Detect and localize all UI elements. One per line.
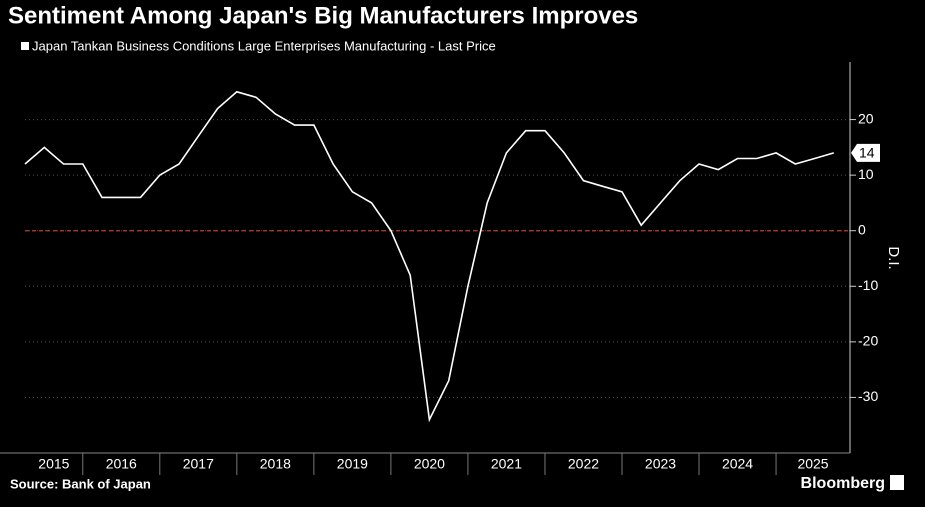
x-tick-label: 2019: [337, 456, 368, 472]
x-tick-label: 2015: [38, 456, 69, 472]
chart-title: Sentiment Among Japan's Big Manufacturer…: [8, 2, 638, 29]
x-tick-label: 2022: [568, 456, 599, 472]
x-tick-label: 2017: [183, 456, 214, 472]
brand-icon: [890, 475, 904, 490]
source: Source: Bank of Japan: [10, 476, 151, 491]
last-value-label: 14: [859, 145, 875, 161]
brand: Bloomberg: [801, 475, 885, 492]
y-tick-label: -20: [858, 333, 878, 349]
series-line: [24, 90, 835, 423]
y-tick-label: 20: [858, 110, 874, 126]
x-tick-label: 2018: [260, 456, 291, 472]
y-tick-label: -10: [858, 277, 878, 293]
x-tick-label: 2024: [722, 456, 753, 472]
x-tick-label: 2025: [797, 456, 828, 472]
y-tick-label: -30: [858, 388, 878, 404]
x-tick-label: 2016: [106, 456, 137, 472]
legend-swatch: [21, 42, 29, 50]
y-tick-label: 10: [858, 166, 874, 182]
x-tick-label: 2021: [491, 456, 522, 472]
x-tick-label: 2020: [414, 456, 445, 472]
y-tick-label: 0: [858, 221, 866, 237]
x-tick-label: 2023: [645, 456, 676, 472]
legend-label: Japan Tankan Business Conditions Large E…: [32, 38, 496, 53]
last-value-box: [851, 143, 880, 162]
y-axis-label: D.I.: [885, 246, 902, 269]
